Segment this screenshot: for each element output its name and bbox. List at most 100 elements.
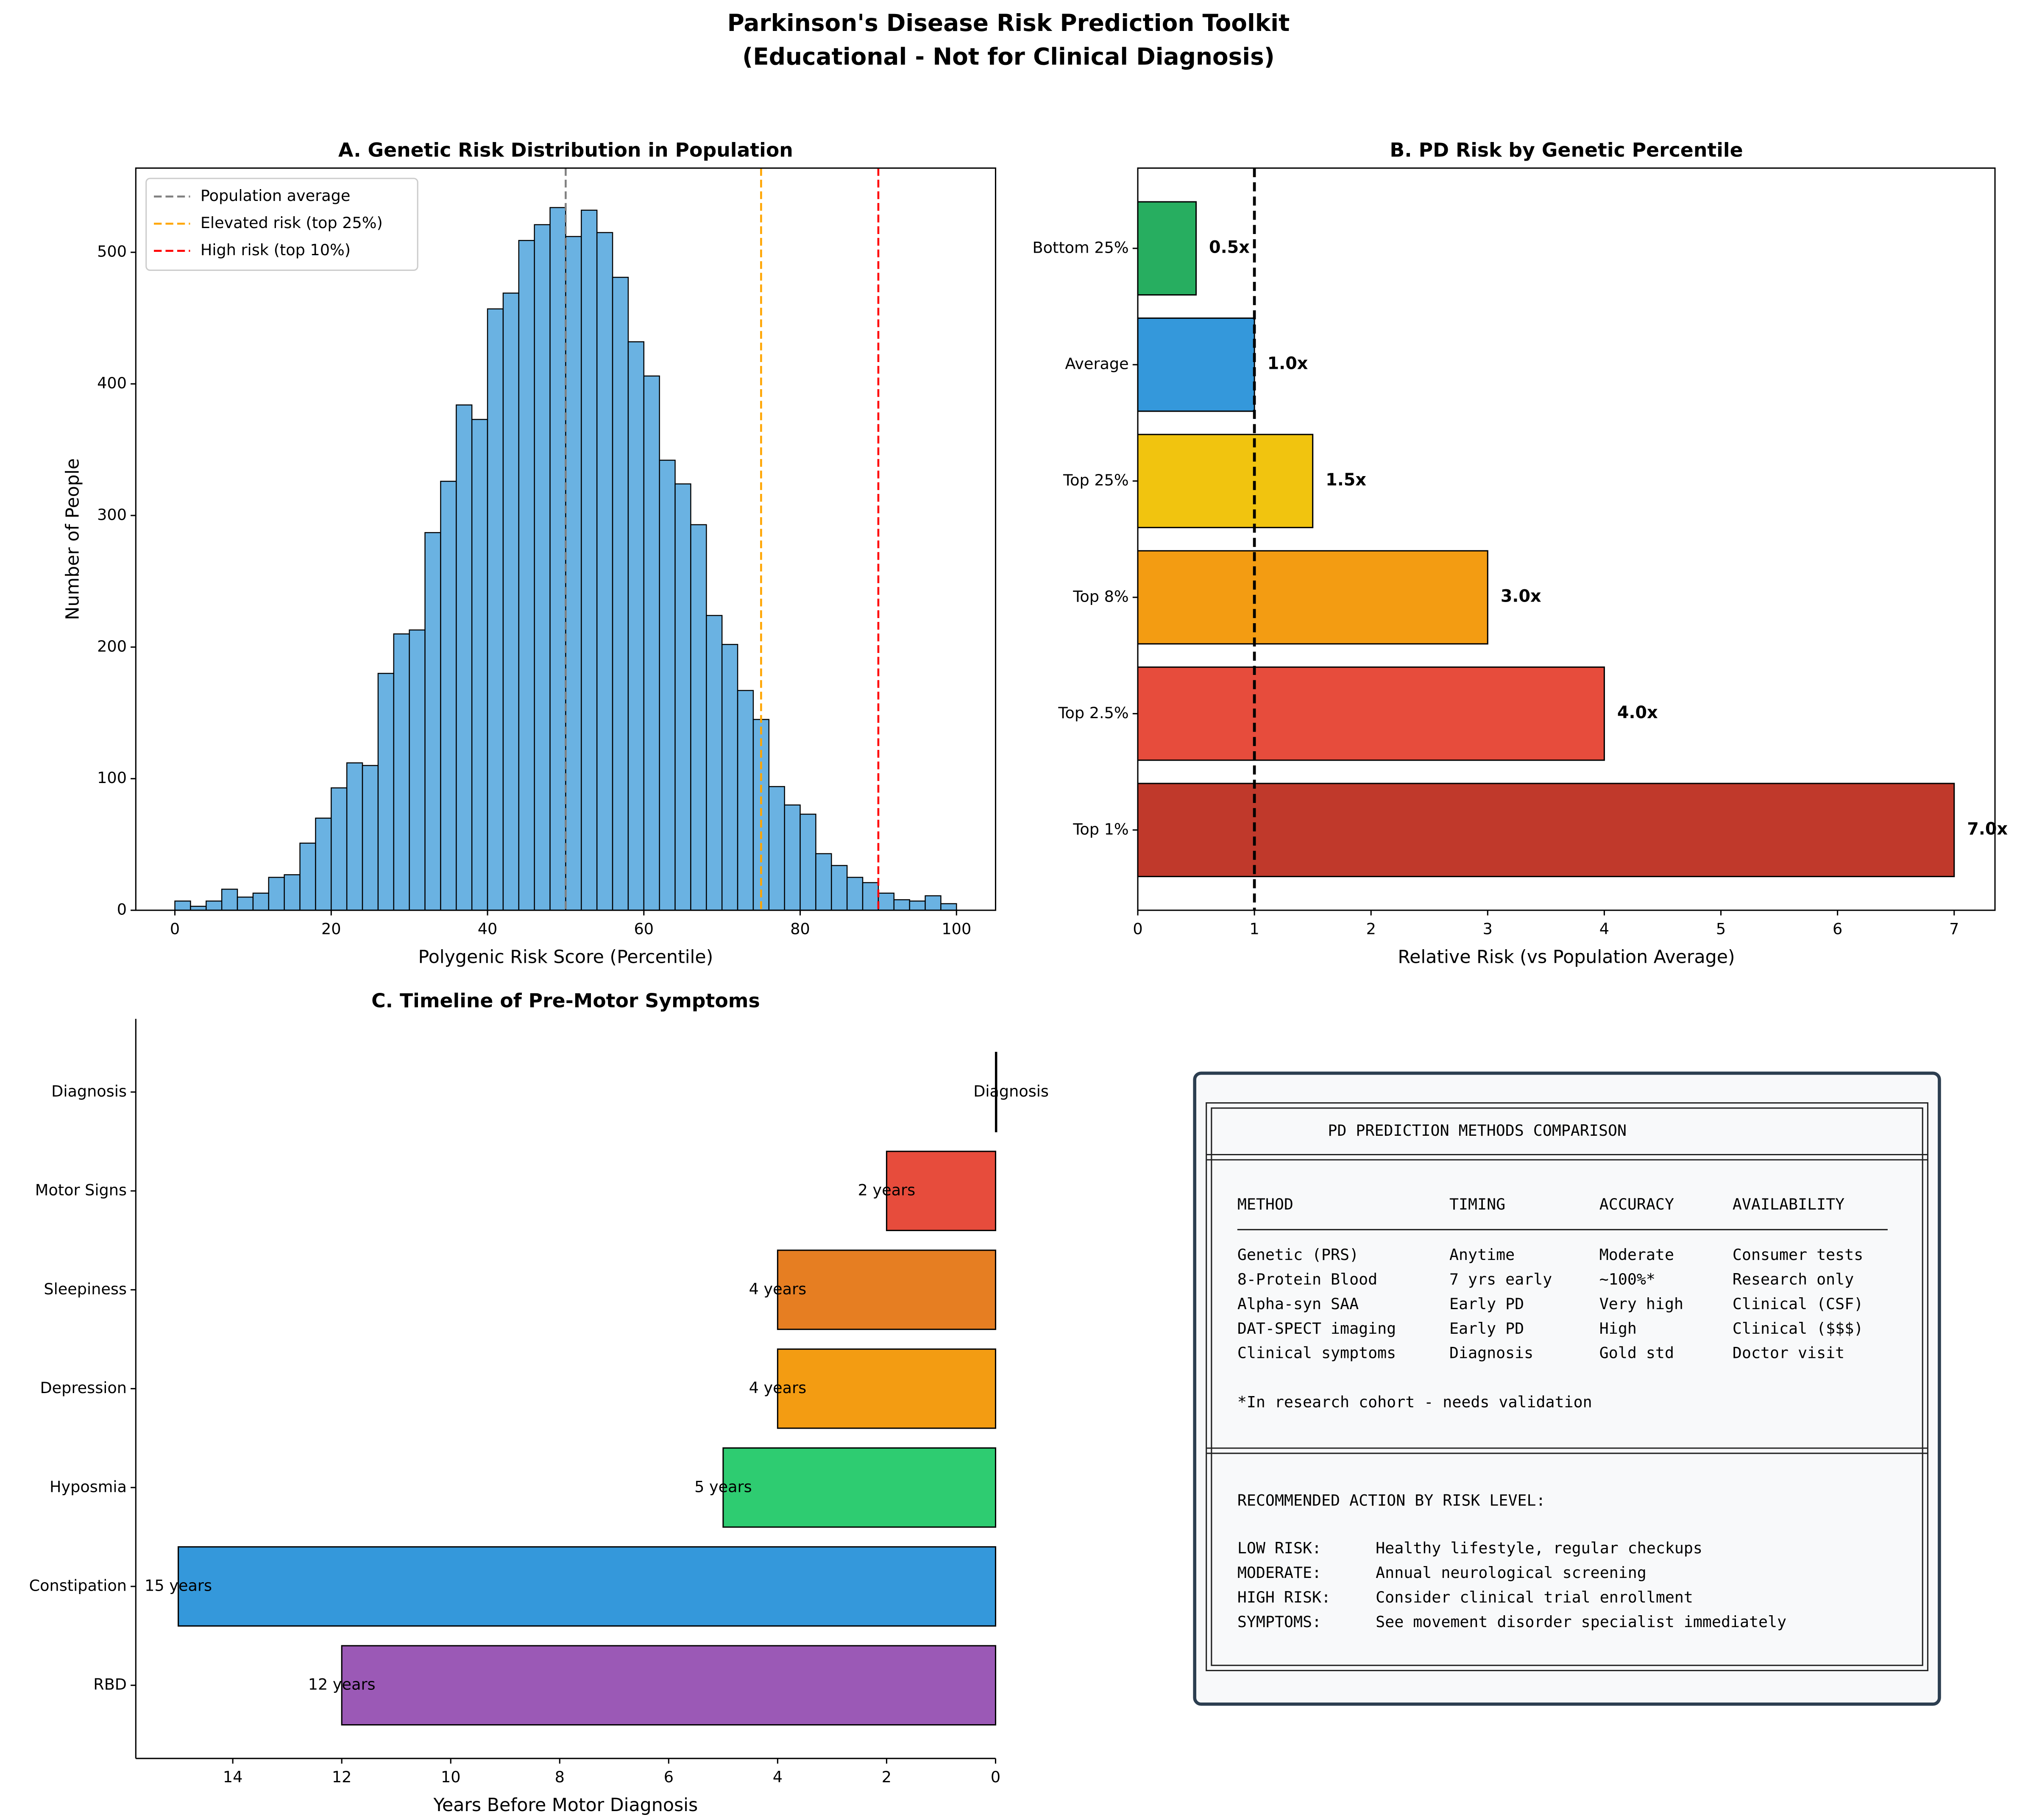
histogram-bar: [643, 375, 660, 911]
histogram-bar: [659, 460, 676, 911]
histogram-bar: [424, 532, 441, 911]
legend-label: Elevated risk (top 25%): [201, 214, 383, 232]
x-axis-label: Polygenic Risk Score (Percentile): [418, 946, 713, 967]
axes-frame: [1137, 167, 1996, 911]
histogram-bar: [690, 524, 707, 911]
action-level: HIGH RISK:: [1237, 1588, 1331, 1606]
x-axis-label: Years Before Motor Diagnosis: [433, 1795, 698, 1816]
y-tick-label: Top 2.5%: [1058, 704, 1128, 722]
x-tick-label: 20: [321, 920, 341, 938]
table-header: METHOD: [1237, 1195, 1293, 1213]
legend: Population average Elevated risk (top 25%…: [145, 178, 418, 271]
histogram-bar: [768, 786, 785, 911]
box-border: [1206, 1102, 1928, 1671]
histogram-bar: [237, 896, 254, 911]
histogram-bar: [940, 903, 957, 911]
table-cell: Very high: [1599, 1295, 1683, 1313]
y-tick-label: Average: [1065, 355, 1128, 373]
histogram-bar: [627, 341, 645, 911]
histogram-bar: [440, 481, 457, 911]
action-text: Consider clinical trial enrollment: [1376, 1588, 1693, 1606]
figure-title: Parkinson's Disease Risk Prediction Tool…: [727, 9, 1290, 36]
x-tick-label: 6: [664, 1768, 674, 1786]
bar: [1137, 434, 1314, 528]
table-cell: Clinical ($$$): [1733, 1319, 1863, 1338]
table-cell: Early PD: [1449, 1319, 1524, 1338]
histogram-bar: [502, 293, 520, 911]
y-tick-label: Constipation: [29, 1577, 127, 1595]
histogram-bar: [487, 308, 504, 911]
table-cell: ~100%*: [1599, 1270, 1655, 1288]
y-tick-label: Top 25%: [1063, 471, 1129, 489]
x-tick-label: 8: [555, 1768, 565, 1786]
histogram-bar: [893, 899, 910, 911]
histogram-bar: [268, 877, 285, 911]
table-cell: DAT-SPECT imaging: [1237, 1319, 1396, 1338]
histogram-bar: [800, 814, 816, 911]
x-tick-label: 0: [170, 920, 180, 938]
y-tick-label: Motor Signs: [35, 1181, 127, 1199]
x-tick-label: 10: [441, 1768, 461, 1786]
table-header: ACCURACY: [1599, 1195, 1674, 1213]
histogram-bar: [612, 276, 629, 911]
y-axis-label: Number of People: [62, 458, 83, 620]
x-tick-label: 40: [478, 920, 498, 938]
table-header: TIMING: [1449, 1195, 1505, 1213]
table-cell: 8-Protein Blood: [1237, 1270, 1377, 1288]
histogram-bar: [362, 765, 379, 911]
bar: [995, 1052, 997, 1132]
table-cell: Clinical (CSF): [1733, 1295, 1863, 1313]
axes-frame: [135, 167, 997, 911]
legend-label: Population average: [201, 187, 351, 205]
bar: [1137, 666, 1605, 761]
histogram-bar: [674, 483, 691, 911]
y-tick-label: Hyposmia: [50, 1477, 127, 1496]
chart-title: C. Timeline of Pre-Motor Symptoms: [371, 989, 760, 1012]
bar: [777, 1348, 997, 1429]
x-tick-label: 2: [882, 1768, 891, 1786]
bar: [341, 1645, 997, 1726]
table-cell: Anytime: [1449, 1246, 1515, 1264]
x-tick-label: 100: [942, 920, 971, 938]
histogram-bar: [737, 690, 754, 911]
histogram-bar: [393, 633, 410, 911]
x-tick-label: 14: [223, 1768, 243, 1786]
histogram-bar: [409, 629, 426, 911]
value-label: 2 years: [858, 1181, 916, 1199]
histogram-bar: [815, 853, 832, 911]
histogram-bar: [596, 232, 613, 911]
histogram-bar: [471, 419, 488, 911]
table-cell: Gold std: [1599, 1344, 1674, 1362]
histogram-bar: [456, 404, 473, 911]
value-label: 4 years: [749, 1379, 807, 1397]
histogram-bar: [346, 762, 363, 911]
histogram-bar: [721, 644, 738, 911]
histogram-bar: [862, 882, 879, 911]
histogram-bar: [878, 892, 895, 911]
value-label: 4.0x: [1617, 703, 1658, 722]
bar: [1137, 317, 1255, 412]
histogram-bar: [846, 877, 864, 911]
histogram-bar: [549, 207, 566, 911]
x-tick-label: 4: [773, 1768, 783, 1786]
table-cell: Clinical symptoms: [1237, 1344, 1396, 1362]
table-cell: Diagnosis: [1449, 1344, 1533, 1362]
histogram-bar: [206, 900, 223, 911]
histogram-bar: [909, 900, 926, 911]
y-tick-label: 500: [97, 242, 127, 261]
value-label: 1.5x: [1326, 470, 1366, 490]
histogram-bar: [518, 240, 535, 911]
table-cell: 7 yrs early: [1449, 1270, 1552, 1288]
value-label: 4 years: [749, 1280, 807, 1298]
histogram-bar: [706, 615, 723, 911]
box-title: PD PREDICTION METHODS COMPARISON: [1328, 1121, 1627, 1140]
text-box-frame: [1193, 1071, 1941, 1706]
chart-title: B. PD Risk by Genetic Percentile: [1390, 139, 1743, 161]
y-tick-label: RBD: [93, 1675, 127, 1694]
x-tick-label: 2: [1366, 920, 1376, 938]
y-tick-label: 400: [97, 374, 127, 392]
histogram-bar: [299, 842, 316, 911]
value-label: 15 years: [145, 1577, 212, 1595]
value-label: 1.0x: [1268, 354, 1308, 373]
